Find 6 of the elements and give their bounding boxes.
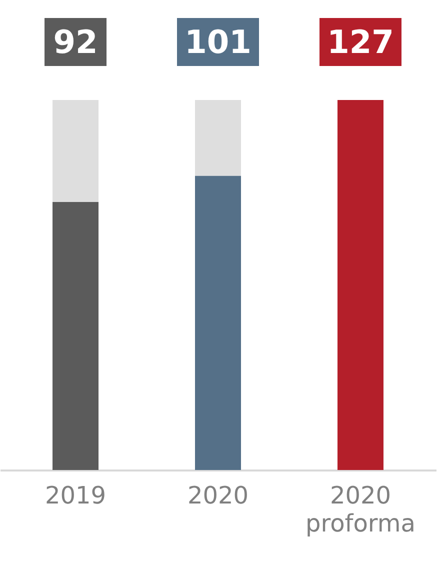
x-tick-label: 2020 [187, 482, 249, 510]
x-tick-label: 2020 proforma [306, 482, 416, 538]
x-tick-label: 2019 [44, 482, 106, 510]
data-label: 101 [184, 23, 252, 61]
data-label: 92 [53, 23, 98, 61]
data-label: 127 [327, 23, 394, 61]
